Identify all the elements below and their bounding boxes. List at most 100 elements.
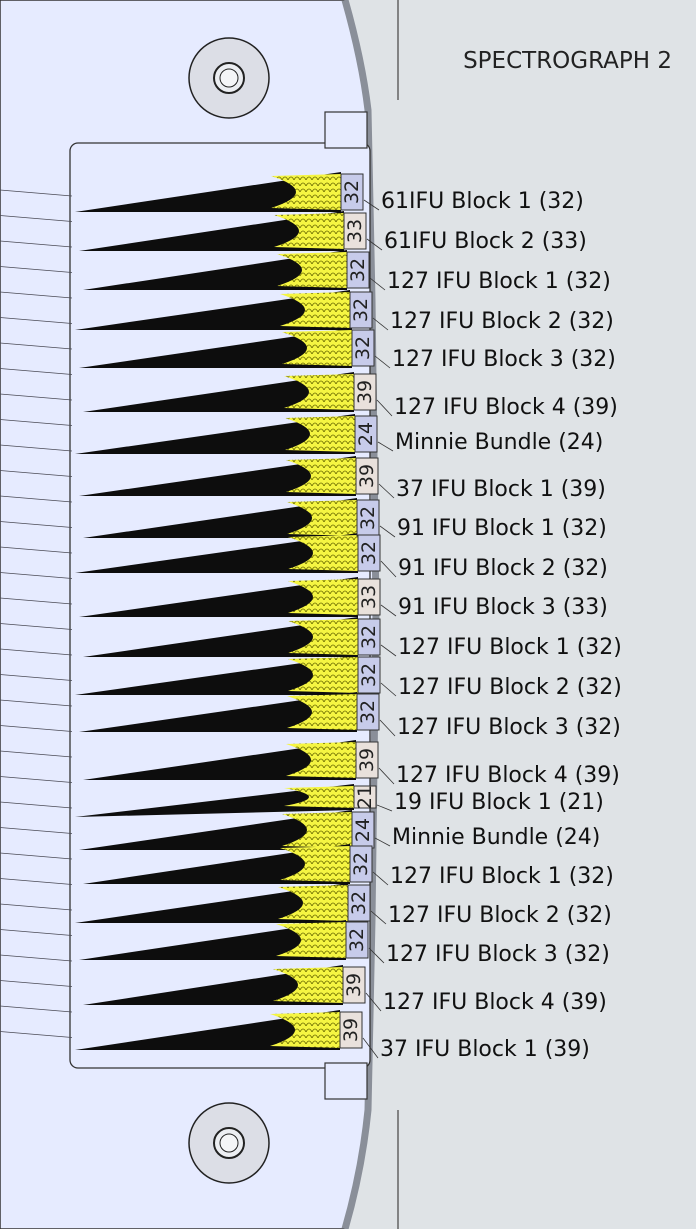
fiber-fan-highlight xyxy=(288,657,358,693)
fiber-wedge xyxy=(83,498,357,538)
block-name: 127 IFU Block 4 (39) xyxy=(396,763,620,788)
fiber-fan-highlight xyxy=(270,1012,340,1048)
fiber-fan-highlight xyxy=(284,786,354,808)
fiber-line xyxy=(0,648,73,656)
fiber-line xyxy=(0,1031,73,1038)
fiber-line xyxy=(0,980,73,987)
fiber-wedge xyxy=(79,577,358,617)
fiber-wedge xyxy=(79,328,352,368)
block-count: 32 xyxy=(350,298,372,322)
block-name: 127 IFU Block 4 (39) xyxy=(383,990,607,1015)
fiber-wedge xyxy=(75,414,355,454)
block-count: 21 xyxy=(354,785,376,809)
block-count: 24 xyxy=(355,422,377,446)
block-count-label: 32 xyxy=(357,534,381,572)
leader-line xyxy=(366,238,383,251)
block-count-label: 39 xyxy=(353,373,377,411)
block-name: 127 IFU Block 1 (32) xyxy=(390,864,614,889)
fiber-line xyxy=(0,750,73,758)
leader-line xyxy=(380,560,397,578)
block-name: 127 IFU Block 4 (39) xyxy=(394,395,618,420)
fiber-fan-highlight xyxy=(278,885,348,921)
block-count-label: 32 xyxy=(357,656,381,694)
block-count: 33 xyxy=(358,585,380,609)
fiber-line xyxy=(0,215,73,222)
fiber-wedge xyxy=(79,456,356,496)
block-name: 127 IFU Block 1 (32) xyxy=(387,269,611,294)
block-count-label: 32 xyxy=(351,329,375,367)
fiber-line xyxy=(0,1005,73,1013)
block-count-label: 24 xyxy=(354,415,378,453)
block-count-label: 32 xyxy=(346,251,370,289)
fiber-line xyxy=(0,674,73,681)
leader-line xyxy=(376,804,393,812)
fiber-wedge xyxy=(83,740,356,780)
leader-line xyxy=(374,837,391,847)
block-name: 127 IFU Block 3 (32) xyxy=(397,715,621,740)
block-name: 91 IFU Block 3 (33) xyxy=(398,595,608,620)
block-count: 24 xyxy=(352,818,374,842)
fiber-line xyxy=(0,878,73,885)
fiber-line xyxy=(0,368,73,375)
fiber-line xyxy=(0,546,73,554)
block-count-label: 32 xyxy=(340,173,364,211)
fiber-line xyxy=(0,623,73,630)
fiber-fan-highlight xyxy=(274,213,344,249)
block-count-label: 32 xyxy=(356,693,380,731)
block-name: 37 IFU Block 1 (39) xyxy=(396,477,606,502)
fiber-fan-highlight xyxy=(277,252,347,288)
mounting-hole-bottom xyxy=(188,1102,270,1184)
block-name: 127 IFU Block 2 (32) xyxy=(390,309,614,334)
block-count-label: 32 xyxy=(347,884,371,922)
fiber-fan xyxy=(75,172,358,1050)
fiber-line xyxy=(0,240,73,248)
fiber-line xyxy=(0,903,73,911)
block-count: 39 xyxy=(343,973,365,997)
block-count-label: 39 xyxy=(342,966,366,1004)
fiber-line xyxy=(0,444,73,452)
block-count: 39 xyxy=(356,748,378,772)
fiber-wedge xyxy=(75,1010,340,1050)
block-name: 19 IFU Block 1 (21) xyxy=(394,790,604,815)
block-list: 32 61IFU Block 1 (32) 33 61IFU Block 2 (33)… xyxy=(339,173,622,1062)
fiber-line xyxy=(0,291,73,299)
block-count: 32 xyxy=(346,928,368,952)
spectrograph-title: SPECTROGRAPH 2 xyxy=(463,48,672,74)
fiber-line xyxy=(0,699,73,707)
fiber-wedge xyxy=(75,290,350,330)
fiber-fan-highlight xyxy=(286,742,356,778)
block-name: 61IFU Block 1 (32) xyxy=(381,189,584,214)
fiber-wedge xyxy=(75,655,358,695)
fiber-line xyxy=(0,317,73,324)
fiber-lines xyxy=(0,189,73,1038)
fiber-line xyxy=(0,827,73,834)
fiber-wedge xyxy=(79,810,352,850)
fiber-wedge xyxy=(75,784,354,817)
block-name: 91 IFU Block 2 (32) xyxy=(398,556,608,581)
fiber-line xyxy=(0,189,73,197)
block-count: 32 xyxy=(358,625,380,649)
leader-line xyxy=(374,355,391,369)
block-name: Minnie Bundle (24) xyxy=(392,825,600,850)
fiber-line xyxy=(0,801,73,809)
fiber-line xyxy=(0,597,73,605)
block-count-label: 24 xyxy=(351,811,375,849)
block-name: 127 IFU Block 1 (32) xyxy=(398,635,622,660)
block-count: 32 xyxy=(357,700,379,724)
fiber-fan-highlight xyxy=(280,292,350,328)
leader-line xyxy=(376,399,393,417)
block-count-label: 33 xyxy=(357,578,381,616)
block-count: 32 xyxy=(357,506,379,530)
fiber-fan-highlight xyxy=(276,922,346,958)
leader-line xyxy=(365,992,382,1012)
fiber-fan-highlight xyxy=(288,619,358,655)
leader-line xyxy=(372,317,389,331)
leader-line xyxy=(377,441,394,452)
fiber-wedge xyxy=(83,965,343,1005)
block-name: 61IFU Block 2 (33) xyxy=(384,229,587,254)
block-count-label: 39 xyxy=(355,741,379,779)
leader-line xyxy=(369,277,386,291)
block-count-label: 39 xyxy=(339,1011,363,1049)
fiber-line xyxy=(0,495,73,503)
